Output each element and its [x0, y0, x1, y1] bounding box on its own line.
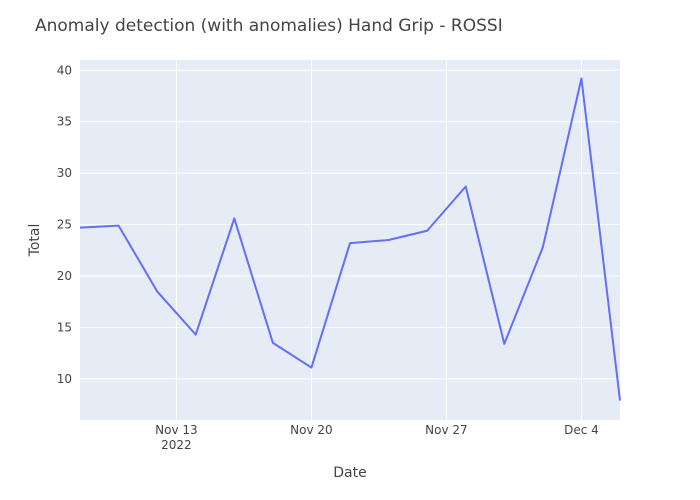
y-tick-label: 40: [57, 63, 72, 77]
x-tick-label: Nov 20: [290, 423, 333, 437]
x-tick-label: Nov 13 2022: [155, 423, 198, 452]
y-tick-label: 20: [57, 269, 72, 283]
y-tick-label: 10: [57, 372, 72, 386]
chart-title: Anomaly detection (with anomalies) Hand …: [35, 16, 503, 36]
plot-area: [80, 60, 620, 420]
y-tick-label: 35: [57, 115, 72, 129]
x-tick-label: Nov 27: [425, 423, 468, 437]
y-tick-label: 15: [57, 320, 72, 334]
x-axis-title: Date: [333, 465, 366, 481]
y-axis-title: Total: [27, 224, 43, 258]
y-tick-label: 30: [57, 166, 72, 180]
x-tick-label: Dec 4: [564, 423, 599, 437]
y-tick-label: 25: [57, 218, 72, 232]
line: [79, 77, 621, 401]
